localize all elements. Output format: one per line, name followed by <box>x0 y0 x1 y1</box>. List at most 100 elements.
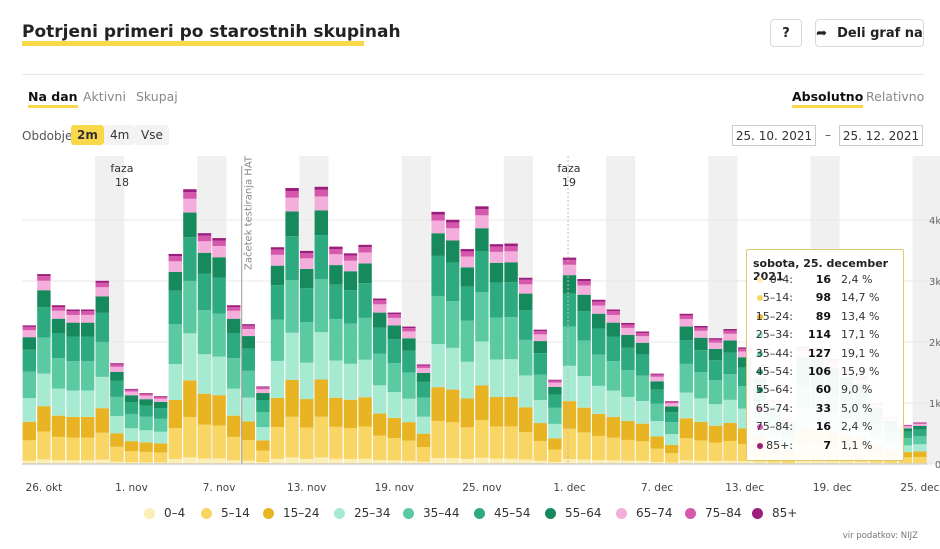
bar-segment-15–24 <box>373 413 387 436</box>
bar-segment-5–14 <box>913 456 927 464</box>
legend-item[interactable]: 25–34 <box>334 506 391 520</box>
bar-segment-5–14 <box>270 426 285 459</box>
legend-item[interactable]: 5–14 <box>201 506 250 520</box>
period-2m-button[interactable]: 2m <box>71 125 104 145</box>
tab-na-dan[interactable]: Na dan <box>28 89 78 108</box>
legend-item[interactable]: 0–4 <box>144 506 185 520</box>
period-all-button[interactable]: Vse <box>135 125 169 145</box>
bar-segment-5–14 <box>329 426 343 459</box>
tooltip-row: 15–24: 89 13,4 % <box>747 309 905 327</box>
tooltip-row: 55–64: 60 9,0 % <box>747 382 905 400</box>
bar-segment-55–64 <box>124 395 139 403</box>
tooltip-percent: 15,9 % <box>841 365 880 378</box>
bar-segment-0–4 <box>66 460 80 464</box>
bar-segment-5–14 <box>387 438 401 461</box>
bar-segment-0–4 <box>811 461 825 464</box>
bar-segment-35–44 <box>548 407 562 424</box>
bar-segment-85+ <box>562 257 577 260</box>
bar-segment-35–44 <box>343 323 358 364</box>
bar-segment-0–4 <box>840 461 854 464</box>
legend-item[interactable]: 75–84 <box>685 506 742 520</box>
bar-segment-55–64 <box>533 341 547 354</box>
help-button[interactable]: ? <box>770 19 802 47</box>
legend-label: 5–14 <box>221 506 250 520</box>
tab-aktivni[interactable]: Aktivni <box>83 89 126 104</box>
bar-segment-5–14 <box>168 428 182 459</box>
tooltip-row: 75–84: 16 2,4 % <box>747 419 905 437</box>
bar-segment-5–14 <box>373 435 387 461</box>
phase-annotation-label: faza <box>557 162 580 175</box>
bar-segment-85+ <box>110 363 124 365</box>
bar-segment-55–64 <box>519 293 533 311</box>
tab-relativno[interactable]: Relativno <box>866 89 925 104</box>
tooltip-color-dot <box>757 277 763 283</box>
legend-item[interactable]: 45–54 <box>474 506 531 520</box>
bar-segment-35–44 <box>95 341 109 377</box>
period-4m-button[interactable]: 4m <box>104 125 136 145</box>
bar-segment-35–44 <box>300 322 314 363</box>
bar-segment-85+ <box>621 322 635 325</box>
bar-segment-35–44 <box>22 371 36 399</box>
bar-segment-85+ <box>446 219 460 223</box>
legend-item[interactable]: 85+ <box>752 506 797 520</box>
bar-segment-55–64 <box>708 348 723 361</box>
tooltip-group: 5–14: <box>762 291 793 305</box>
bar-segment-35–44 <box>504 317 518 360</box>
bar-segment-75–84 <box>635 332 650 337</box>
tab-skupaj[interactable]: Skupaj <box>136 89 178 104</box>
bar-segment-0–4 <box>22 460 36 464</box>
legend-item[interactable]: 55–64 <box>545 506 602 520</box>
bar-segment-35–44 <box>489 317 504 360</box>
legend-item[interactable]: 65–74 <box>616 506 673 520</box>
bar-segment-15–24 <box>66 416 80 438</box>
share-button[interactable]: ➦ Deli graf na <box>815 19 924 47</box>
tab-absolutno[interactable]: Absolutno <box>792 89 864 108</box>
bar-segment-75–84 <box>300 253 314 259</box>
date-from-input[interactable]: 25. 10. 2021 <box>732 125 816 146</box>
bar-segment-35–44 <box>606 361 620 391</box>
bar-segment-35–44 <box>650 403 664 422</box>
bar-segment-75–84 <box>694 327 708 331</box>
bar-segment-85+ <box>489 244 504 247</box>
bar-segment-55–64 <box>402 338 416 351</box>
bar-segment-15–24 <box>606 416 620 438</box>
bar-segment-0–4 <box>606 460 620 464</box>
date-to-input[interactable]: 25. 12. 2021 <box>839 125 923 146</box>
bar-segment-45–54 <box>621 347 635 371</box>
legend-dot-icon <box>201 507 212 519</box>
bar-segment-85+ <box>168 253 182 257</box>
bar-segment-55–64 <box>358 263 372 284</box>
bar-segment-85+ <box>460 249 474 252</box>
bar-segment-75–84 <box>168 256 182 262</box>
bar-segment-25–34 <box>212 356 226 396</box>
tooltip-group: 25–34: <box>755 328 793 342</box>
bar-segment-5–14 <box>533 441 547 461</box>
bar-segment-35–44 <box>139 416 153 431</box>
chart-legend: 0–4 5–14 15–24 25–34 35–44 45–54 55–64 65–74 75–… <box>0 506 940 526</box>
bar-segment-0–4 <box>562 459 577 464</box>
bar-segment-25–34 <box>329 360 343 398</box>
bar-segment-45–54 <box>898 431 912 438</box>
bar-segment-35–44 <box>358 317 372 360</box>
bar-segment-65–74 <box>679 319 693 327</box>
legend-item[interactable]: 35–44 <box>403 506 460 520</box>
bar-segment-65–74 <box>533 334 547 342</box>
bar-segment-65–74 <box>621 327 635 335</box>
bar-segment-55–64 <box>475 228 489 252</box>
bar-segment-0–4 <box>621 460 635 464</box>
bar-segment-55–64 <box>51 318 66 333</box>
tooltip-percent: 19,1 % <box>841 346 880 360</box>
bar-segment-15–24 <box>81 416 95 438</box>
bar-segment-65–74 <box>300 258 314 269</box>
bar-segment-5–14 <box>460 427 474 459</box>
bar-segment-45–54 <box>606 336 620 362</box>
bar-segment-55–64 <box>256 393 270 401</box>
bar-segment-5–14 <box>665 453 679 463</box>
legend-dot-icon <box>752 507 763 519</box>
bar-segment-35–44 <box>460 320 474 362</box>
bar-segment-85+ <box>124 388 139 390</box>
legend-item[interactable]: 15–24 <box>263 506 320 520</box>
bar-segment-75–84 <box>51 306 66 311</box>
bar-segment-85+ <box>95 280 109 283</box>
bar-segment-0–4 <box>37 459 51 464</box>
